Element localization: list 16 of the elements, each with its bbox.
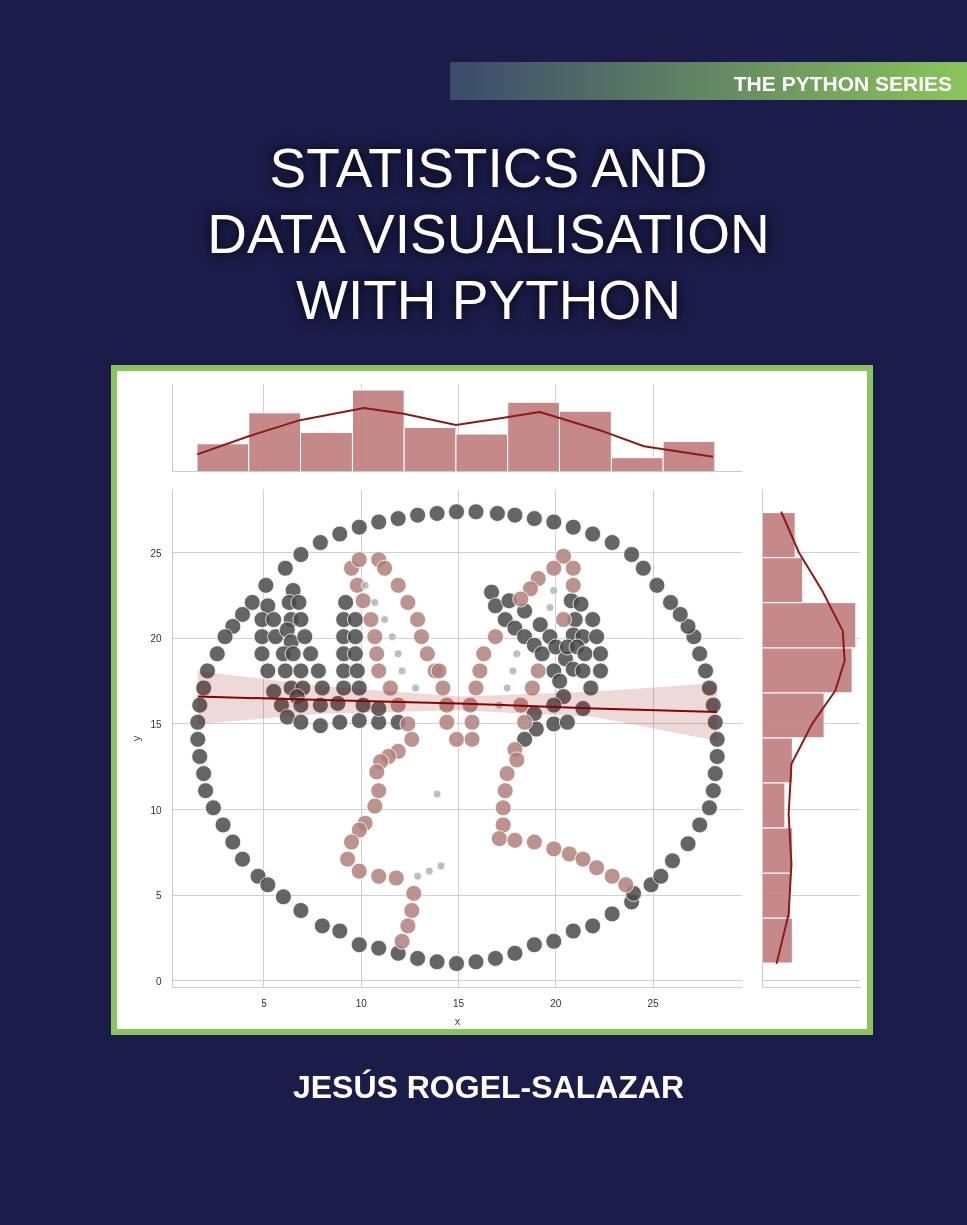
x-axis-title: x xyxy=(454,1014,461,1027)
x-tick-label: 20 xyxy=(550,997,562,1009)
y-axis-title: y xyxy=(130,735,143,742)
text: JESÚS ROGEL-SALAZAR xyxy=(292,1068,685,1107)
x-tick-label: 25 xyxy=(647,997,660,1009)
y-tick-label: 25 xyxy=(150,547,162,559)
y-tick-label: 0 xyxy=(155,975,162,987)
y-tick-label: 10 xyxy=(150,804,162,816)
x-tick-label: 15 xyxy=(452,997,465,1009)
x-tick-label: 10 xyxy=(355,997,368,1009)
y-tick-label: 20 xyxy=(150,633,162,645)
text: THE PYTHON SERIES xyxy=(733,71,952,97)
y-tick-label: 5 xyxy=(155,890,162,902)
chart-title: STATISTICS AND DATA VISUALISATION WITH PYTHON xyxy=(207,136,770,333)
y-tick-label: 15 xyxy=(150,718,162,730)
x-tick-label: 5 xyxy=(261,997,268,1009)
